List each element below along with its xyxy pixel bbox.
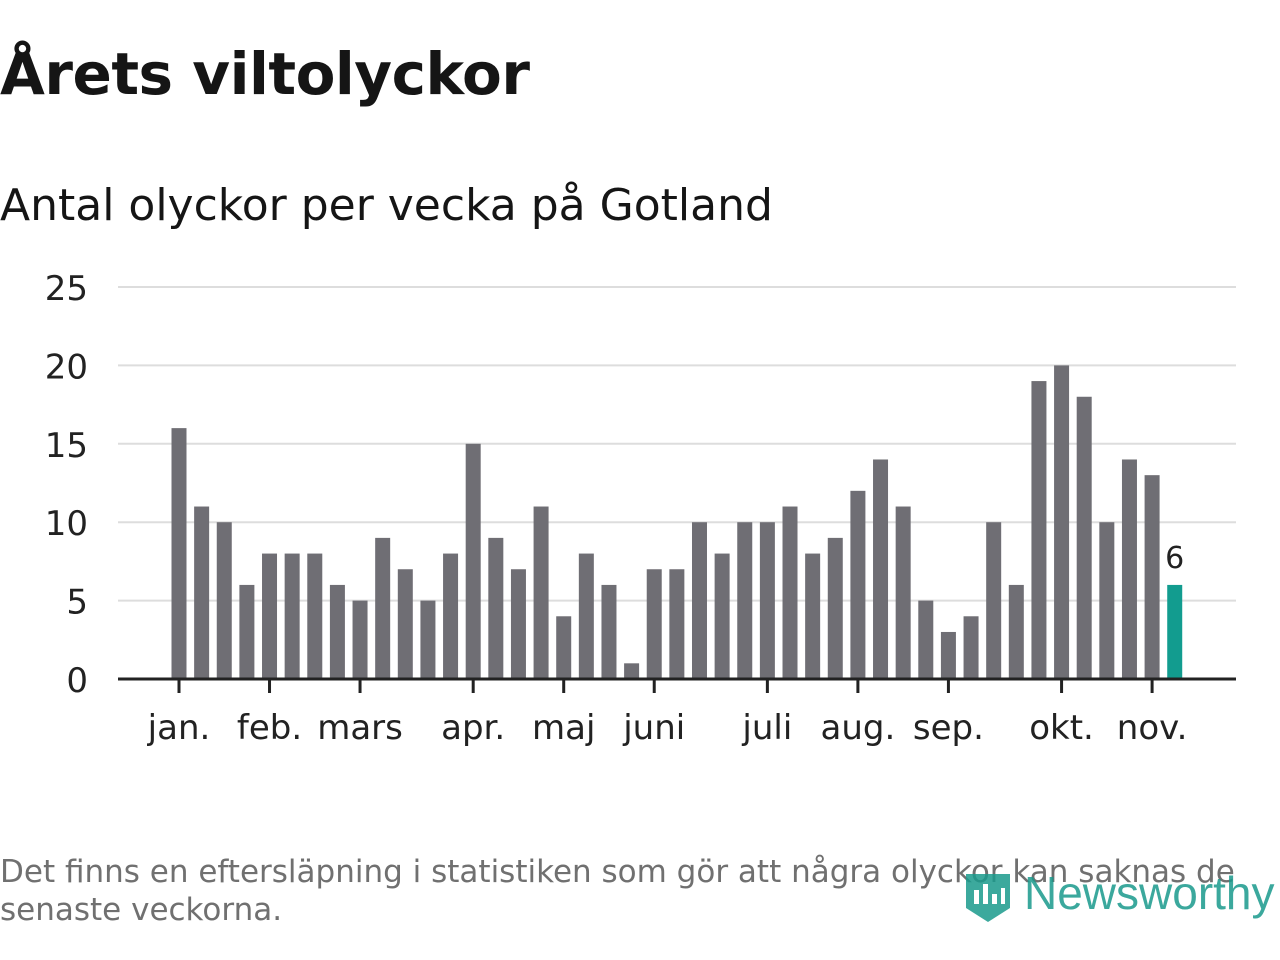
y-tick-label-25: 25: [45, 269, 88, 309]
bar-week-13: [443, 553, 459, 679]
bar-week-34: [918, 600, 934, 679]
bar-week-26: [737, 522, 753, 679]
bar-week-42: [1099, 522, 1115, 679]
month-label-feb: feb.: [237, 708, 302, 748]
y-axis-ticks: 0 5 10 15 20 25: [45, 269, 88, 701]
bar-week-9: [352, 600, 368, 679]
y-tick-label-20: 20: [45, 347, 88, 387]
month-label-sep: sep.: [913, 708, 984, 748]
bar-week-7: [307, 553, 323, 679]
bar-week-24: [691, 522, 707, 679]
month-label-juli: juli: [741, 708, 792, 748]
month-label-apr: apr.: [441, 708, 505, 748]
bar-week-32: [873, 459, 889, 679]
x-axis: [118, 677, 1236, 693]
bar-week-1: [171, 428, 187, 679]
month-labels: jan. feb. mars apr. maj juni juli aug. sep. okt. n…: [147, 708, 1188, 748]
bar-week-14: [465, 443, 481, 679]
bar-week-44: [1144, 475, 1160, 679]
y-tick-label-0: 0: [66, 661, 88, 701]
bar-week-27: [759, 522, 775, 679]
bar-week-28: [782, 506, 798, 679]
bar-week-6: [284, 553, 300, 679]
chart-subtitle: Antal olyckor per vecka på Gotland: [0, 180, 773, 231]
newsworthy-bar-icon: [966, 874, 1010, 922]
bar-week-17: [533, 506, 549, 679]
bar-week-41: [1076, 396, 1092, 679]
month-label-mars: mars: [317, 708, 403, 748]
bar-week-33: [895, 506, 911, 679]
bar-week-11: [397, 569, 413, 679]
bar-highlight: [1167, 584, 1183, 679]
bars: [171, 365, 1183, 679]
month-label-nov: nov.: [1117, 708, 1188, 748]
month-label-juni: juni: [622, 708, 685, 748]
page-title: Årets viltolyckor: [0, 40, 530, 108]
y-tick-label-5: 5: [66, 583, 88, 623]
bar-week-16: [510, 569, 526, 679]
bar-week-30: [827, 537, 843, 679]
bar-week-35: [940, 631, 956, 679]
bar-week-43: [1121, 459, 1137, 679]
y-tick-label-15: 15: [45, 426, 88, 466]
month-label-jan: jan.: [147, 708, 211, 748]
bar-week-39: [1031, 381, 1047, 679]
bar-week-12: [420, 600, 436, 679]
bar-week-8: [329, 584, 345, 679]
bar-week-20: [601, 584, 617, 679]
newsworthy-logo[interactable]: Newsworthy: [962, 858, 1275, 928]
bar-week-3: [216, 522, 232, 679]
bar-week-38: [1008, 584, 1024, 679]
bar-week-22: [646, 569, 662, 679]
bar-week-15: [488, 537, 504, 679]
bar-week-5: [262, 553, 278, 679]
bar-week-37: [986, 522, 1002, 679]
bar-week-19: [578, 553, 594, 679]
bar-week-4: [239, 584, 255, 679]
bar-chart: 0 5 10 15 20 25 jan. feb. mars apr. maj juni juli au…: [45, 269, 1236, 748]
bar-week-29: [805, 553, 821, 679]
bar-week-2: [194, 506, 210, 679]
annotations: 6: [1165, 541, 1184, 576]
y-tick-label-10: 10: [45, 504, 88, 544]
bar-week-21: [624, 663, 640, 679]
footnote: Det finns en eftersläpning i statistiken…: [0, 854, 1235, 928]
bar-week-23: [669, 569, 685, 679]
month-label-maj: maj: [532, 708, 595, 748]
bar-week-10: [375, 537, 391, 679]
newsworthy-wordmark: Newsworthy: [1024, 867, 1275, 919]
bar-week-18: [556, 616, 572, 679]
bar-week-40: [1054, 365, 1070, 679]
bar-week-31: [850, 490, 866, 679]
month-label-aug: aug.: [821, 708, 896, 748]
bar-week-36: [963, 616, 979, 679]
bar-week-25: [714, 553, 730, 679]
highlight-value-label: 6: [1165, 541, 1184, 576]
month-label-okt: okt.: [1029, 708, 1094, 748]
